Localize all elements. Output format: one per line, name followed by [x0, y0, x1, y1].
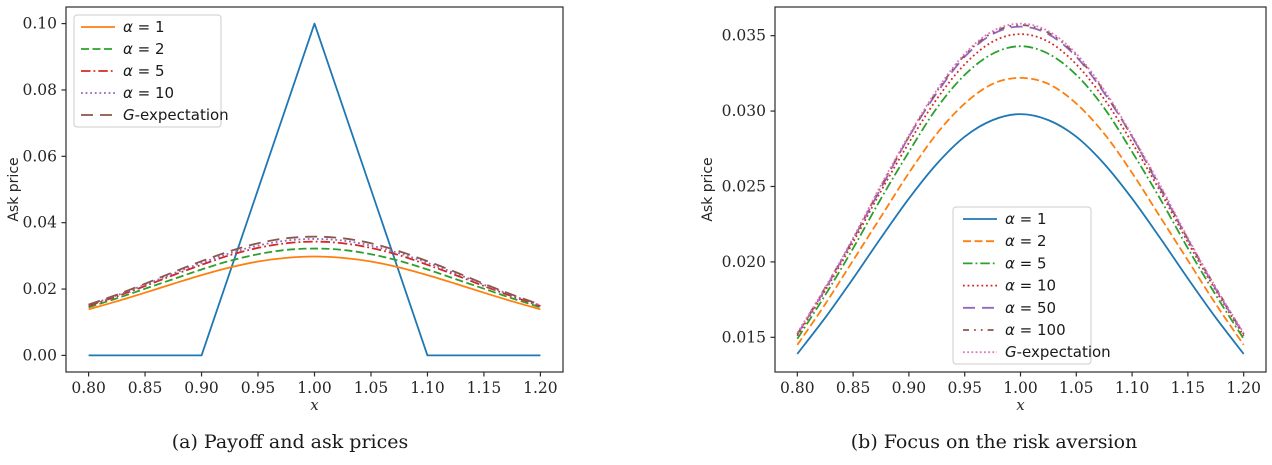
y-tick-label: 0.030: [722, 102, 766, 120]
x-tick-label: 1.05: [354, 379, 389, 397]
x-tick-label: 0.85: [128, 379, 163, 397]
y-tick-label: 0.00: [22, 346, 57, 364]
series-alpha-2-line: [88, 247, 541, 309]
legend-entry-alpha-10: α = 10: [963, 277, 1056, 295]
series-alpha-1-line: [88, 255, 541, 311]
x-tick-label: 1.20: [523, 379, 558, 397]
x-tick-label: 0.85: [836, 379, 871, 397]
x-tick-label: 1.00: [297, 379, 332, 397]
chart-b: 0.80 0.85 0.90 0.95 1.00 1.05 1.10 1.15 1.20 0.01…: [700, 6, 1267, 414]
legend-label-alpha-2: α = 2: [1005, 232, 1047, 250]
x-tick-label: 0.95: [241, 379, 276, 397]
legend-label-alpha-5: α = 5: [1005, 254, 1047, 272]
series-alpha-1-line: [796, 113, 1245, 355]
legend-entry-alpha-5: α = 5: [81, 62, 165, 80]
y-tick-label: 0.025: [722, 177, 766, 195]
x-tick-label: 0.90: [892, 379, 927, 397]
legend-entry-alpha-10: α = 10: [81, 84, 174, 102]
legend-entry-alpha-2: α = 2: [81, 40, 165, 58]
series-g-expectation-line: [88, 235, 541, 306]
x-tick-label: 0.80: [71, 379, 106, 397]
legend-label-g-expectation: G-expectation: [1005, 343, 1111, 361]
legend-a: α = 1 α = 2 α = 5 α = 10 G-expectation: [73, 14, 229, 128]
x-tick-label: 1.10: [410, 379, 445, 397]
legend-entry-alpha-1: α = 1: [963, 210, 1047, 228]
series-alpha-5-line: [88, 240, 541, 307]
y-axis-label: Ask price: [6, 157, 22, 221]
y-tick-label: 0.08: [22, 81, 57, 99]
legend-label-g-expectation: G-expectation: [123, 106, 229, 124]
y-tick-label: 0.020: [722, 253, 766, 271]
x-tick-label: 1.15: [467, 379, 502, 397]
x-tick-label: 1.20: [1226, 379, 1261, 397]
y-tick-label: 0.035: [722, 27, 766, 45]
legend-label-alpha-2: α = 2: [123, 40, 165, 58]
x-axis-label: x: [1016, 396, 1025, 414]
series-payoff-line: [88, 22, 541, 357]
caption-b: (b) Focus on the risk aversion: [850, 431, 1138, 453]
legend-label-alpha-50: α = 50: [1005, 299, 1056, 317]
series-alpha-10-line: [88, 238, 541, 307]
x-tick-label: 0.80: [780, 379, 815, 397]
legend-entry-g-expectation: G-expectation: [81, 106, 229, 124]
legend-box: [952, 206, 1092, 365]
series-alpha-50-line: [796, 25, 1245, 335]
series-alpha-5-line: [796, 45, 1245, 340]
x-tick-label: 0.90: [184, 379, 219, 397]
legend-label-alpha-10: α = 10: [1005, 277, 1056, 295]
x-tick-label: 1.15: [1171, 379, 1206, 397]
legend-b: α = 1 α = 2 α = 5 α = 10 α = 50 α = 100 G-expe…: [952, 206, 1111, 365]
legend-label-alpha-1: α = 1: [1005, 210, 1047, 228]
y-tick-label: 0.015: [722, 328, 766, 346]
legend-label-alpha-5: α = 5: [123, 62, 165, 80]
legend-entry-alpha-2: α = 2: [963, 232, 1047, 250]
legend-entry-alpha-50: α = 50: [963, 299, 1056, 317]
x-tick-label: 1.05: [1059, 379, 1094, 397]
legend-label-alpha-100: α = 100: [1005, 321, 1066, 339]
series-alpha-2-line: [796, 76, 1245, 346]
y-tick-label: 0.06: [22, 147, 57, 165]
legend-label-alpha-10: α = 10: [123, 84, 174, 102]
legend-box: [73, 14, 222, 128]
chart-a: 0.80 0.85 0.90 0.95 1.00 1.05 1.10 1.15 1.20 0.00…: [6, 6, 564, 414]
x-axis-label: x: [310, 396, 319, 414]
y-tick-label: 0.04: [22, 214, 57, 232]
series-alpha-100-line: [796, 24, 1245, 335]
legend-label-alpha-1: α = 1: [123, 18, 165, 36]
x-tick-label: 0.95: [947, 379, 982, 397]
charts-svg: 0.80 0.85 0.90 0.95 1.00 1.05 1.10 1.15 1.20 0.00…: [6, 6, 1267, 414]
y-axis-label: Ask price: [700, 157, 716, 221]
legend-entry-g-expectation: G-expectation: [963, 343, 1111, 361]
legend-entry-alpha-5: α = 5: [963, 254, 1047, 272]
legend-entry-alpha-100: α = 100: [963, 321, 1066, 339]
x-tick-label: 1.00: [1003, 379, 1038, 397]
y-tick-label: 0.10: [22, 15, 57, 33]
y-tick-label: 0.02: [22, 280, 57, 298]
legend-entry-alpha-1: α = 1: [81, 18, 165, 36]
x-tick-label: 1.10: [1115, 379, 1150, 397]
series-g-expectation-line: [796, 22, 1245, 334]
caption-a: (a) Payoff and ask prices: [171, 431, 409, 453]
